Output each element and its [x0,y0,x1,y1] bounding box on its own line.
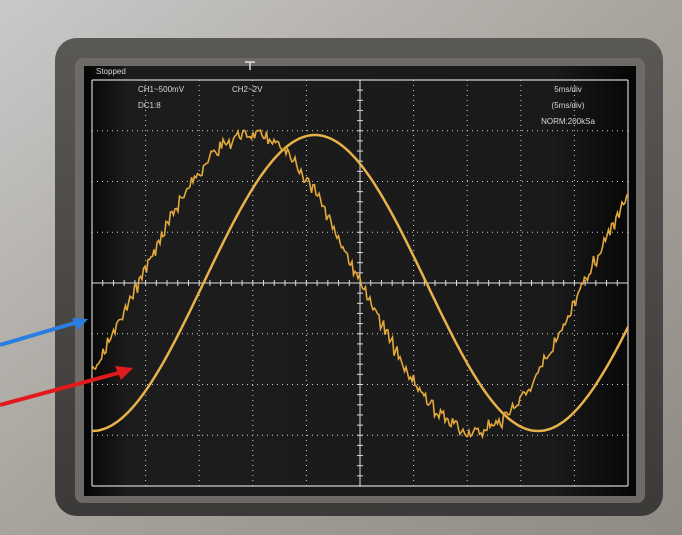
coupling: DC1:8 [138,101,161,110]
smooth-sine-wave [92,133,628,433]
red-arrow-head [115,366,133,380]
status: Stopped [96,67,126,76]
ch1-label: CH1~500mV [138,85,185,94]
stepped-wave [92,128,628,440]
timebase: 5ms/div [554,85,582,94]
trigger-marker [245,61,255,70]
blue-arrow [0,320,79,347]
waveforms [92,128,628,440]
blue-arrow-head [72,318,88,330]
timebase-note: (5ms/div) [552,101,585,110]
sampling: NORM:200kSa [541,117,595,126]
grid [91,79,629,487]
ch2-label: CH2~2V [232,85,263,94]
red-arrow [0,370,123,407]
